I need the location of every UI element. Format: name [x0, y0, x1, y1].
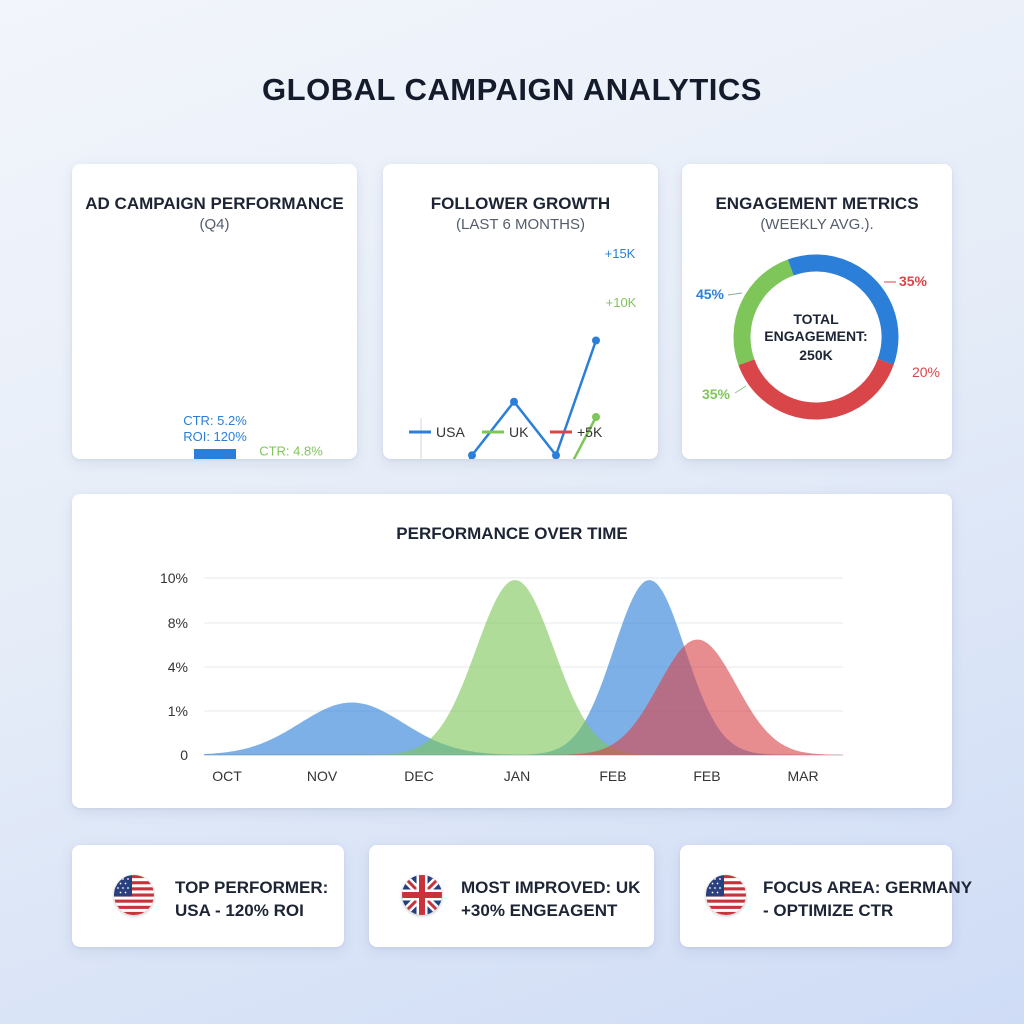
area-series-2 [204, 639, 843, 755]
callout-line: MOST IMPROVED: UK [461, 878, 641, 897]
line-point-usa [592, 336, 600, 345]
x-tick-label: DEC [404, 768, 434, 784]
x-tick-label: FEB [599, 768, 626, 784]
callout-line: FOCUS AREA: GERMANY [763, 878, 973, 897]
callout-line: USA - 120% ROI [175, 901, 304, 920]
performance-over-time-card: PERFORMANCE OVER TIME 10% 8% 4% 1% 0 OCT NOV DE… [72, 494, 952, 808]
line-point-usa [468, 451, 476, 459]
legend-label: USA [436, 424, 465, 440]
slice-label: 35% [702, 386, 731, 402]
bar-data-label: CTR: 4.8% [259, 443, 323, 458]
ad-campaign-title: AD CAMPAIGN PERFORMANCE [85, 194, 344, 213]
ad-campaign-bar-chart: CTR: 5.2%ROI: 120%USACTR: 4.8%ROI: 90%UK… [183, 413, 323, 459]
performance-title: PERFORMANCE OVER TIME [396, 524, 628, 543]
page-title: GLOBAL CAMPAIGN ANALYTICS [262, 72, 762, 107]
callout-most-improved: MOST IMPROVED: UK +30% ENGEAGENT [369, 845, 654, 947]
callout-focus-area: FOCUS AREA: GERMANY - OPTIMIZE CTR [680, 845, 972, 947]
follower-growth-card: FOLLOWER GROWTH (LAST 6 MONTHS) +15K +10K… [383, 164, 658, 459]
x-tick-label: FEB [693, 768, 720, 784]
line-annotation: +10K [606, 295, 637, 310]
callout-top-performer-text: TOP PERFORMER: USA - 120% ROI [175, 876, 328, 922]
y-tick-label: 4% [168, 659, 188, 675]
slice-leader-line [734, 385, 747, 394]
callout-focus-area-text: FOCUS AREA: GERMANY - OPTIMIZE CTR [763, 876, 972, 922]
follower-growth-subtitle: (LAST 6 MONTHS) [456, 216, 585, 233]
line-annotation: +15K [605, 246, 636, 261]
slice-label: 20% [912, 364, 940, 380]
follower-growth-title: FOLLOWER GROWTH [430, 194, 611, 213]
legend-label: UK [509, 424, 529, 440]
callout-top-performer: TOP PERFORMER: USA - 120% ROI [72, 845, 344, 947]
donut-slice [733, 254, 899, 420]
x-tick-label: JAN [504, 768, 530, 784]
donut-center-label: TOTAL [793, 311, 839, 327]
engagement-card: ENGAGEMENT METRICS (WEEKLY AVG.). TOTAL E… [682, 164, 952, 459]
x-tick-label: OCT [212, 768, 242, 784]
x-tick-label: MAR [787, 768, 818, 784]
legend-label: +5K [577, 424, 603, 440]
slice-label: 45% [696, 286, 725, 302]
ad-campaign-subtitle: (Q4) [199, 216, 230, 233]
bar-data-label: CTR: 5.2% [183, 413, 247, 428]
y-tick-label: 0 [180, 747, 188, 763]
slice-label: 35% [899, 273, 928, 289]
us-flag-icon [114, 875, 154, 915]
area-series-1 [204, 580, 843, 755]
ad-campaign-card: AD CAMPAIGN PERFORMANCE (Q4) CTR: 5.2% RO… [72, 164, 357, 459]
x-tick-label: NOV [307, 768, 338, 784]
bar-usa [194, 449, 236, 459]
engagement-title: ENGAGEMENT METRICS [715, 194, 919, 213]
performance-area-chart: 10% 8% 4% 1% 0 OCT NOV DEC JAN FEB FEB MAR [160, 570, 843, 784]
callout-line: TOP PERFORMER: [175, 878, 329, 897]
line-point-usa [510, 397, 518, 406]
line-point-usa [552, 451, 560, 459]
engagement-subtitle: (WEEKLY AVG.). [760, 216, 874, 233]
bar-data-label: ROI: 120% [183, 429, 247, 444]
uk-flag-icon [402, 875, 442, 915]
callout-line: +30% ENGEAGENT [461, 901, 618, 920]
y-tick-label: 1% [168, 703, 188, 719]
donut-slice [733, 254, 899, 420]
callout-line: - OPTIMIZE CTR [763, 901, 894, 920]
line-point-uk [592, 413, 600, 421]
slice-leader-line [727, 292, 743, 296]
callout-most-improved-text: MOST IMPROVED: UK +30% ENGEAGENT [461, 876, 640, 922]
donut-center-label: 250K [799, 347, 832, 363]
us-flag-icon [706, 875, 746, 915]
donut-center-label: ENGAGEMENT: [764, 328, 867, 344]
y-tick-label: 10% [160, 570, 188, 586]
follower-growth-line-chart: +15K +10K USA UK +5K [409, 246, 637, 459]
y-tick-label: 8% [168, 615, 188, 631]
